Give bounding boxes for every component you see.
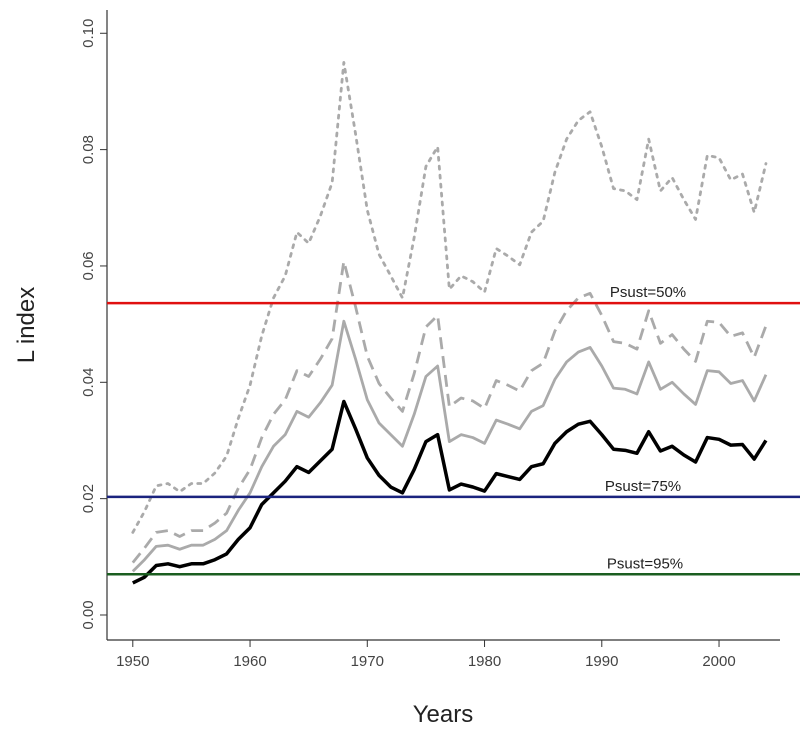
x-tick-label: 1960 <box>233 653 266 670</box>
x-tick-label: 1950 <box>116 653 149 670</box>
y-tick-label: 0.10 <box>80 19 97 48</box>
x-tick-label: 1970 <box>351 653 384 670</box>
x-axis-title: Years <box>413 701 474 728</box>
reference-label: Psust=75% <box>605 478 681 495</box>
reference-label: Psust=95% <box>607 555 683 572</box>
y-tick-label: 0.02 <box>80 484 97 513</box>
y-tick-label: 0.00 <box>80 600 97 629</box>
series-line <box>132 399 768 585</box>
y-tick-label: 0.06 <box>80 251 97 280</box>
x-tick-label: 1980 <box>468 653 501 670</box>
y-axis-title: L index <box>13 287 40 364</box>
series-line <box>131 259 768 564</box>
reference-label: Psust=50% <box>610 284 686 301</box>
x-tick-label: 1990 <box>585 653 618 670</box>
y-tick-label: 0.08 <box>80 135 97 164</box>
x-tick-label: 2000 <box>702 653 735 670</box>
y-tick-label: 0.04 <box>80 368 97 397</box>
series-line <box>131 319 768 573</box>
series-line <box>131 60 768 534</box>
